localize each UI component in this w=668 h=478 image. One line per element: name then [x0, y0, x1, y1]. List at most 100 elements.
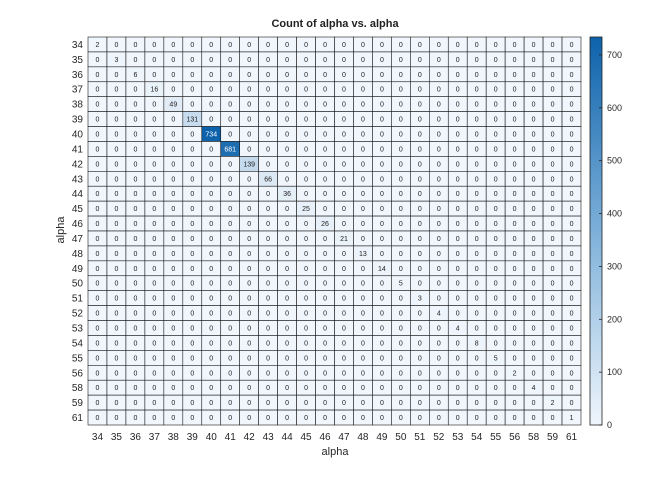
cell-value-label: 0 [570, 87, 574, 94]
cell-value-label: 0 [133, 340, 137, 347]
cell-value-label: 0 [475, 176, 479, 183]
cell-value-label: 0 [361, 281, 365, 288]
cell-value-label: 0 [342, 42, 346, 49]
cell-value-label: 0 [513, 191, 517, 198]
cell-value-label: 0 [304, 42, 308, 49]
cell-value-label: 0 [532, 87, 536, 94]
cell-value-label: 0 [266, 236, 270, 243]
cell-value-label: 0 [96, 311, 100, 318]
cell-value-label: 0 [96, 221, 100, 228]
cell-value-label: 0 [152, 340, 156, 347]
cell-value-label: 0 [96, 206, 100, 213]
cell-value-label: 0 [551, 415, 555, 422]
cell-value-label: 0 [361, 355, 365, 362]
cell-value-label: 131 [186, 117, 198, 124]
cell-value-label: 5 [494, 355, 498, 362]
cell-value-label: 0 [380, 42, 384, 49]
cell-value-label: 0 [380, 102, 384, 109]
cell-value-label: 0 [190, 146, 194, 153]
cell-value-label: 0 [456, 72, 460, 79]
cell-value-label: 0 [323, 385, 327, 392]
cell-value-label: 0 [190, 340, 194, 347]
y-tick-label: 48 [72, 249, 84, 260]
cell-value-label: 0 [551, 296, 555, 303]
cell-value-label: 0 [209, 340, 213, 347]
cell-value-label: 0 [494, 132, 498, 139]
cell-value-label: 0 [247, 206, 251, 213]
cell-value-label: 0 [323, 42, 327, 49]
cell-value-label: 0 [437, 326, 441, 333]
cell-value-label: 0 [361, 221, 365, 228]
y-tick-label: 46 [72, 219, 84, 230]
cell-value-label: 0 [228, 87, 232, 94]
cell-value-label: 0 [171, 146, 175, 153]
cell-value-label: 0 [532, 221, 536, 228]
cell-value-label: 0 [437, 161, 441, 168]
cell-value-label: 0 [380, 132, 384, 139]
cell-value-label: 0 [570, 161, 574, 168]
cell-value-label: 0 [304, 296, 308, 303]
cell-value-label: 0 [570, 340, 574, 347]
cell-value-label: 0 [475, 221, 479, 228]
cell-value-label: 0 [304, 161, 308, 168]
cell-value-label: 0 [399, 117, 403, 124]
cell-value-label: 0 [570, 146, 574, 153]
cell-value-label: 0 [399, 355, 403, 362]
cell-value-label: 0 [494, 161, 498, 168]
cell-value-label: 0 [209, 42, 213, 49]
cell-value-label: 0 [209, 161, 213, 168]
cell-value-label: 0 [380, 161, 384, 168]
cell-value-label: 0 [96, 251, 100, 258]
cell-value-label: 0 [228, 415, 232, 422]
cell-value-label: 0 [228, 132, 232, 139]
cell-value-label: 0 [342, 281, 346, 288]
cell-value-label: 0 [152, 146, 156, 153]
cell-value-label: 0 [361, 296, 365, 303]
cell-value-label: 0 [266, 266, 270, 273]
cell-value-label: 681 [224, 146, 236, 153]
cell-value-label: 0 [133, 385, 137, 392]
cell-value-label: 0 [304, 370, 308, 377]
cell-value-label: 0 [418, 251, 422, 258]
cell-value-label: 0 [380, 146, 384, 153]
cell-value-label: 0 [475, 266, 479, 273]
cell-value-label: 0 [418, 281, 422, 288]
cell-value-label: 0 [152, 355, 156, 362]
cell-value-label: 0 [418, 370, 422, 377]
cell-value-label: 0 [399, 221, 403, 228]
cell-value-label: 0 [209, 311, 213, 318]
cell-value-label: 0 [114, 221, 118, 228]
cell-value-label: 13 [359, 251, 367, 258]
cell-value-label: 0 [266, 57, 270, 64]
cell-value-label: 0 [190, 236, 194, 243]
cell-value-label: 0 [171, 340, 175, 347]
cell-value-label: 0 [513, 355, 517, 362]
heatmap-cells [87, 36, 582, 426]
cell-value-label: 0 [437, 102, 441, 109]
y-tick-label: 44 [72, 189, 84, 200]
cell-value-label: 0 [475, 191, 479, 198]
y-tick-label: 38 [72, 100, 84, 111]
cell-value-label: 0 [304, 87, 308, 94]
cell-value-label: 0 [342, 266, 346, 273]
cell-value-label: 0 [437, 72, 441, 79]
cell-value-label: 0 [228, 296, 232, 303]
cell-value-label: 0 [96, 266, 100, 273]
cell-value-label: 0 [285, 355, 289, 362]
cell-value-label: 0 [209, 176, 213, 183]
cell-value-label: 0 [209, 400, 213, 407]
cell-value-label: 0 [96, 385, 100, 392]
cell-value-label: 0 [437, 355, 441, 362]
cell-value-label: 0 [209, 236, 213, 243]
cell-value-label: 0 [323, 355, 327, 362]
cell-value-label: 0 [418, 117, 422, 124]
cell-value-label: 0 [437, 266, 441, 273]
cell-value-label: 2 [551, 400, 555, 407]
cell-value-label: 0 [133, 221, 137, 228]
cell-value-label: 0 [247, 400, 251, 407]
y-tick-label: 47 [72, 234, 84, 245]
cell-value-label: 0 [96, 146, 100, 153]
cell-value-label: 0 [418, 236, 422, 243]
cell-value-label: 0 [247, 296, 251, 303]
x-tick-label: 45 [300, 432, 312, 443]
